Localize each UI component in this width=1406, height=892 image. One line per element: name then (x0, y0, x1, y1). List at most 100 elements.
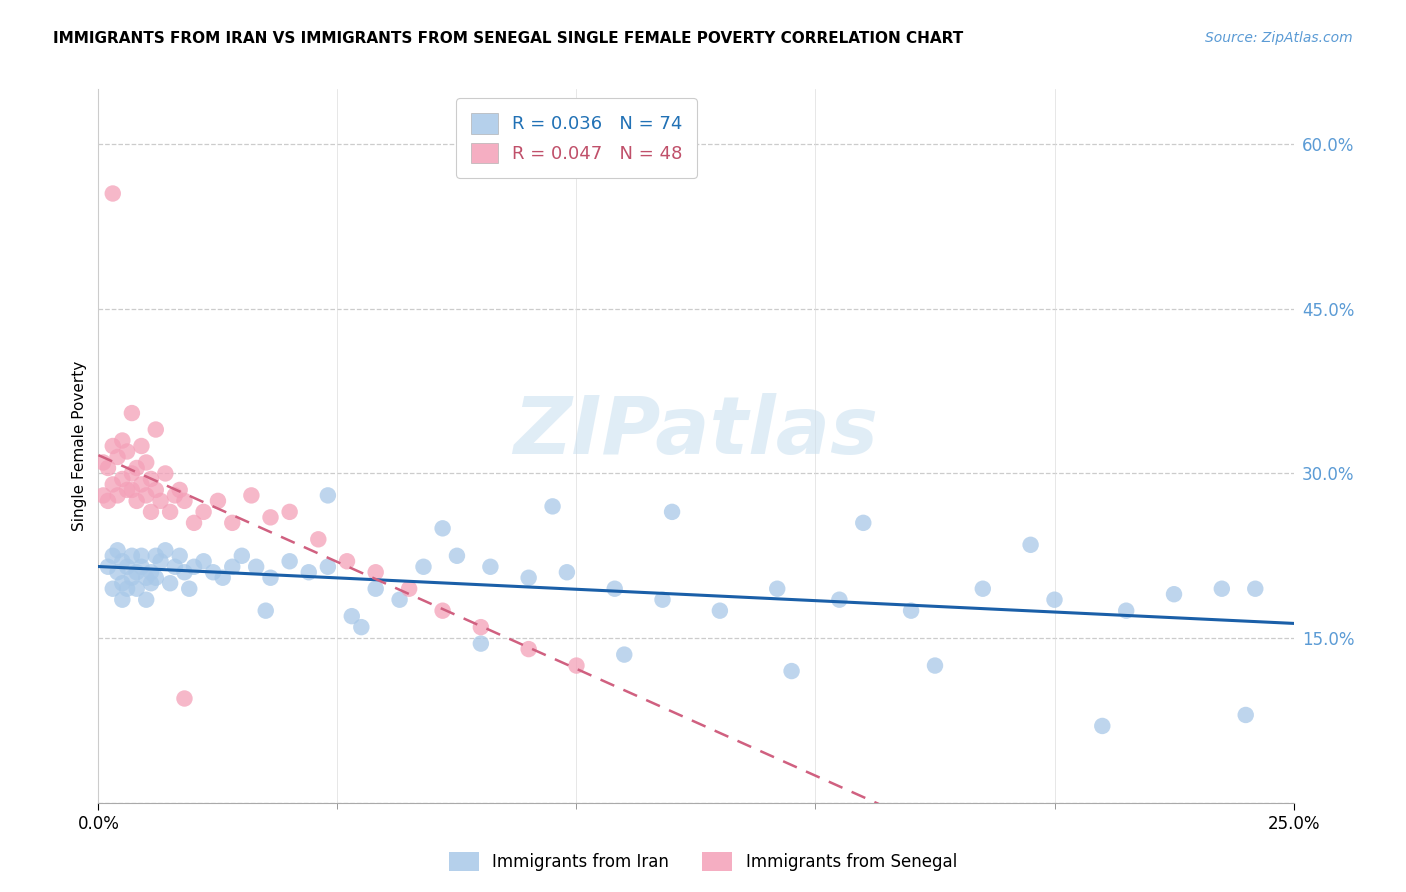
Point (163, 488, 186, 502)
Point (139, 566, 162, 580)
Point (179, 582, 201, 596)
Point (111, 434, 134, 448)
Point (221, 516, 243, 530)
Point (432, 604, 454, 618)
Point (278, 554, 301, 568)
Point (135, 488, 157, 502)
Point (97, 494, 120, 508)
Point (900, 604, 922, 618)
Point (828, 592, 851, 607)
Point (470, 637, 492, 651)
Point (364, 566, 387, 580)
Point (111, 472, 134, 486)
Point (183, 516, 205, 530)
Text: Source: ZipAtlas.com: Source: ZipAtlas.com (1205, 31, 1353, 45)
Point (766, 582, 789, 596)
Point (1163, 587, 1185, 601)
Point (613, 648, 636, 662)
Point (97, 461, 120, 475)
Point (135, 592, 157, 607)
Point (145, 549, 167, 563)
Point (364, 582, 387, 596)
Point (169, 483, 191, 497)
Point (432, 521, 454, 535)
Text: ZIPatlas: ZIPatlas (513, 392, 879, 471)
Point (169, 549, 191, 563)
Point (278, 505, 301, 519)
Point (155, 543, 177, 558)
Point (125, 461, 148, 475)
Point (259, 510, 281, 524)
Legend: Immigrants from Iran, Immigrants from Senegal: Immigrants from Iran, Immigrants from Se… (440, 843, 966, 880)
Legend: R = 0.036   N = 74, R = 0.047   N = 48: R = 0.036 N = 74, R = 0.047 N = 48 (456, 98, 697, 178)
Point (139, 505, 162, 519)
Point (1234, 708, 1257, 723)
Point (541, 500, 564, 514)
Point (259, 571, 281, 585)
Point (173, 691, 195, 706)
Point (121, 571, 143, 585)
Point (479, 559, 502, 574)
Point (145, 571, 167, 585)
Point (412, 559, 434, 574)
Point (972, 582, 994, 596)
Point (173, 494, 195, 508)
Point (121, 406, 143, 420)
Point (131, 549, 153, 563)
Point (111, 554, 134, 568)
Point (240, 488, 263, 502)
Point (565, 658, 588, 673)
Point (115, 582, 138, 596)
Point (135, 571, 157, 585)
Point (121, 483, 143, 497)
Point (398, 582, 420, 596)
Point (115, 444, 138, 458)
Point (231, 549, 253, 563)
Point (163, 559, 186, 574)
Point (1091, 719, 1114, 733)
Point (159, 576, 181, 591)
Point (115, 483, 138, 497)
Point (470, 620, 492, 634)
Point (780, 664, 803, 678)
Point (97, 559, 120, 574)
Point (254, 604, 277, 618)
Point (111, 576, 134, 591)
Point (202, 566, 225, 580)
Point (603, 582, 626, 596)
Point (125, 566, 148, 580)
Point (340, 609, 363, 624)
Point (145, 483, 167, 497)
Point (173, 566, 195, 580)
Point (1211, 582, 1233, 596)
Point (661, 505, 683, 519)
Point (107, 488, 129, 502)
Point (145, 423, 167, 437)
Point (121, 467, 143, 481)
Point (149, 554, 172, 568)
Point (336, 554, 359, 568)
Point (388, 592, 411, 607)
Point (446, 549, 468, 563)
Point (316, 488, 339, 502)
Point (115, 559, 138, 574)
Point (91, 455, 114, 469)
Point (298, 566, 321, 580)
Point (555, 566, 578, 580)
Point (709, 604, 731, 618)
Y-axis label: Single Female Poverty: Single Female Poverty (72, 361, 87, 531)
Point (245, 559, 267, 574)
Point (193, 505, 215, 519)
Point (155, 467, 177, 481)
Point (135, 455, 157, 469)
Point (107, 543, 129, 558)
Point (107, 450, 129, 464)
Point (517, 571, 540, 585)
Point (221, 559, 243, 574)
Point (1019, 538, 1042, 552)
Point (183, 559, 205, 574)
Point (101, 477, 124, 491)
Point (350, 620, 373, 634)
Point (125, 494, 148, 508)
Point (207, 494, 229, 508)
